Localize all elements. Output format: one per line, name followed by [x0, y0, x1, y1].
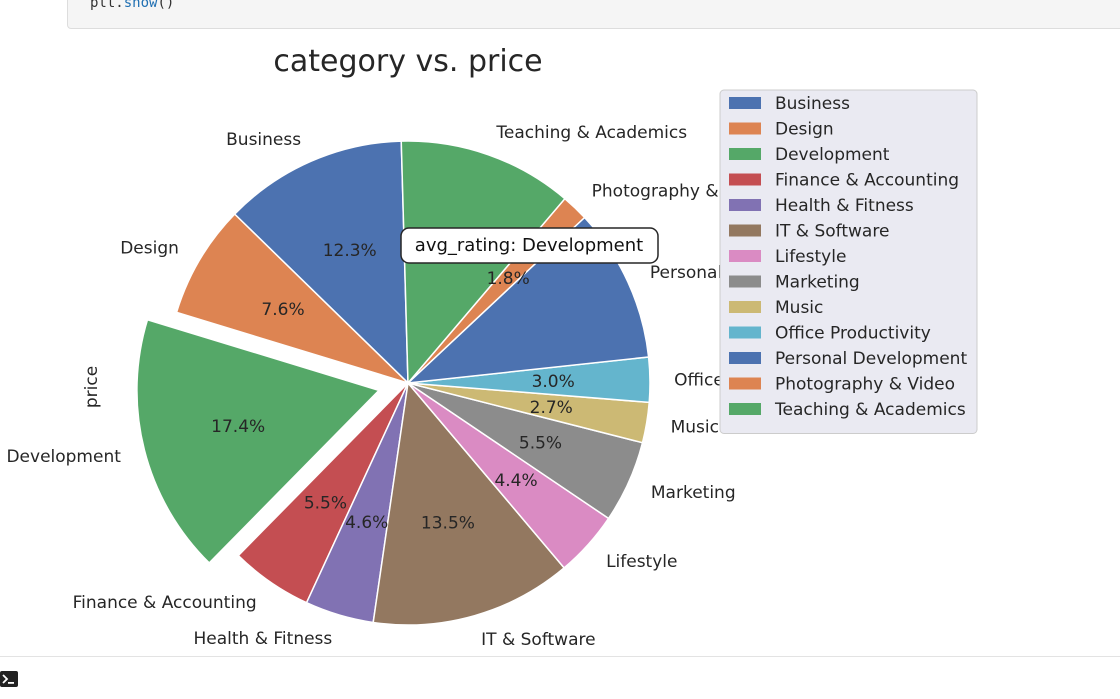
pct-label-development: 17.4% — [211, 417, 265, 437]
code-suffix: () — [157, 0, 175, 11]
pct-label-photography-and-video: 1.8% — [487, 269, 530, 289]
legend-label-personal-development: Personal Development — [775, 349, 967, 369]
legend-swatch-office-productivity — [729, 326, 761, 339]
terminal-icon[interactable] — [0, 671, 18, 687]
legend-swatch-teaching-and-academics — [729, 403, 761, 415]
legend-swatch-it-and-software — [729, 224, 761, 237]
y-axis-label: price — [82, 366, 102, 408]
pie-slice-business — [233, 140, 409, 385]
slice-label-music: Music — [671, 418, 719, 438]
bottom-bar — [0, 656, 1120, 699]
pct-label-marketing: 5.5% — [519, 433, 562, 453]
pct-label-finance-and-accounting: 5.5% — [304, 493, 347, 513]
pie-slice-design — [175, 213, 409, 384]
pct-label-health-and-fitness: 4.6% — [345, 513, 388, 533]
legend-swatch-health-and-fitness — [729, 199, 761, 211]
tooltip-text: avg_rating: Development — [415, 235, 643, 256]
slice-label-it-and-software: IT & Software — [481, 630, 595, 650]
legend-swatch-finance-and-accounting — [729, 173, 761, 186]
pct-label-music: 2.7% — [530, 398, 573, 418]
slice-label-teaching-and-academics: Teaching & Academics — [495, 123, 687, 143]
legend-label-teaching-and-academics: Teaching & Academics — [774, 400, 966, 420]
legend-swatch-music — [729, 301, 761, 313]
legend-swatch-business — [729, 97, 761, 109]
slice-label-marketing: Marketing — [651, 483, 736, 503]
code-cell: plt.show() — [67, 0, 1120, 29]
legend-label-lifestyle: Lifestyle — [775, 247, 846, 267]
legend-swatch-personal-development — [729, 352, 761, 364]
legend: Business Design Development Finance & Accou… — [719, 89, 978, 434]
legend-label-music: Music — [775, 298, 823, 318]
pct-label-lifestyle: 4.4% — [494, 471, 537, 491]
slice-label-business: Business — [226, 130, 301, 150]
pie-percent-labels: 12.3%7.6%17.4%5.5%4.6% 13.5%4.4%5.5%2.7%3… — [211, 237, 575, 534]
slice-label-design: Design — [120, 238, 179, 258]
legend-swatch-photography-and-video — [729, 377, 761, 390]
pie-slice-it-and-software — [372, 381, 566, 626]
legend-label-health-and-fitness: Health & Fitness — [775, 196, 914, 216]
code-object: plt — [90, 0, 116, 11]
pct-label-office-productivity: 3.0% — [532, 372, 575, 392]
legend-label-office-productivity: Office Productivity — [775, 324, 931, 344]
code-line: plt.show() — [90, 0, 174, 11]
pct-label-design: 7.6% — [261, 300, 304, 320]
legend-label-business: Business — [775, 94, 850, 114]
legend-label-photography-and-video: Photography & Video — [775, 375, 955, 395]
slice-label-lifestyle: Lifestyle — [606, 552, 677, 572]
legend-box — [719, 89, 978, 434]
legend-label-development: Development — [775, 145, 890, 165]
chart-title: category vs. price — [273, 44, 542, 79]
slice-label-development: Development — [6, 447, 121, 467]
legend-label-marketing: Marketing — [775, 273, 860, 293]
pie-chart: category vs. price price 12.3% 7.6% 17.4% 5… — [6, 44, 978, 650]
code-method: show — [123, 0, 158, 11]
tooltip-box — [400, 227, 659, 264]
legend-swatch-design — [729, 122, 761, 135]
legend-swatch-marketing — [729, 275, 761, 288]
pie-slices — [136, 140, 651, 626]
legend-label-it-and-software: IT & Software — [775, 222, 889, 242]
slice-label-finance-and-accounting: Finance & Accounting — [73, 593, 257, 613]
pie-slice-development — [136, 318, 381, 564]
legend-swatch-development — [729, 148, 761, 160]
slice-label-health-and-fitness: Health & Fitness — [194, 629, 333, 649]
pct-label-business: 12.3% — [323, 241, 377, 261]
legend-label-design: Design — [775, 120, 834, 140]
legend-swatch-lifestyle — [729, 250, 761, 262]
tooltip: avg_rating: Development — [400, 227, 659, 264]
pct-label-it-and-software: 13.5% — [421, 514, 475, 534]
legend-label-finance-and-accounting: Finance & Accounting — [775, 171, 959, 191]
